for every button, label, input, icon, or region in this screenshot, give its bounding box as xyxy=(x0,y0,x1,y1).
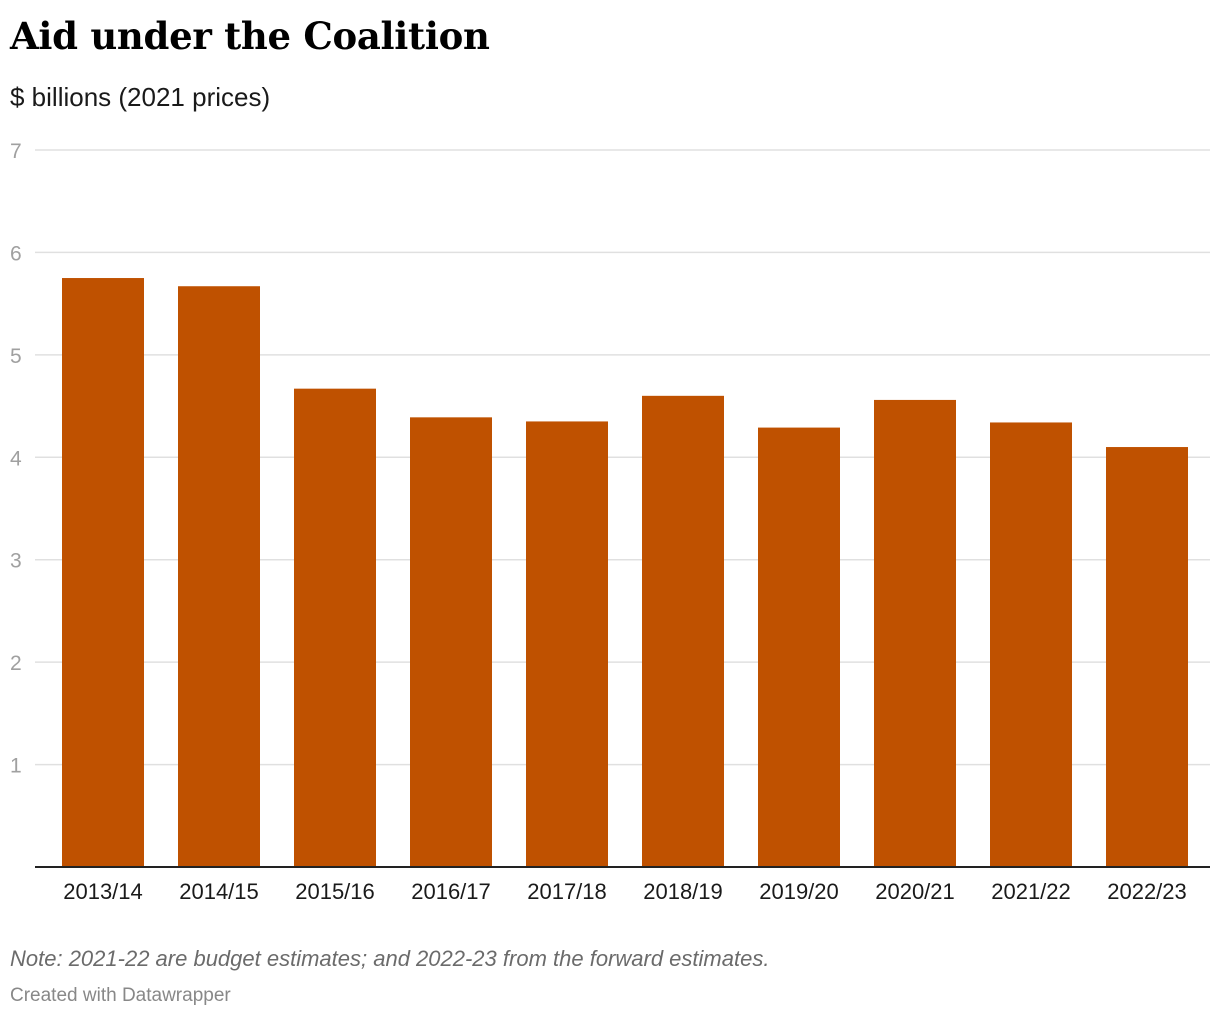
y-tick-label: 3 xyxy=(10,550,22,573)
x-tick-label: 2017/18 xyxy=(527,879,607,904)
bar xyxy=(178,286,260,867)
chart-title: Aid under the Coalition xyxy=(10,14,490,58)
bars xyxy=(62,278,1188,867)
x-axis-ticks: 2013/14 2014/15 2015/16 2016/17 2017/18 2018/… xyxy=(63,879,1187,904)
y-tick-label: 7 xyxy=(10,140,22,163)
chart-credit: Created with Datawrapper xyxy=(10,985,231,1006)
bar xyxy=(410,417,492,867)
bar xyxy=(526,421,608,867)
bar xyxy=(758,427,840,867)
x-tick-label: 2015/16 xyxy=(295,879,375,904)
x-tick-label: 2020/21 xyxy=(875,879,955,904)
bar xyxy=(1106,447,1188,867)
chart-note: Note: 2021-22 are budget estimates; and … xyxy=(10,946,770,971)
bar xyxy=(62,278,144,867)
bar xyxy=(642,395,724,867)
y-tick-label: 4 xyxy=(10,447,22,470)
x-tick-label: 2021/22 xyxy=(991,879,1071,904)
bar xyxy=(874,399,956,867)
chart-subtitle: $ billions (2021 prices) xyxy=(10,82,271,112)
y-tick-label: 1 xyxy=(10,755,22,778)
y-tick-label: 5 xyxy=(10,345,22,368)
bar xyxy=(990,422,1072,867)
x-tick-label: 2016/17 xyxy=(411,879,491,904)
y-axis-ticks: 1 2 3 4 5 6 7 xyxy=(10,140,22,778)
bar-chart: 1 2 3 4 5 6 7 2013/14 2014/15 2015/16 2016/17 2017… xyxy=(10,140,1210,904)
y-tick-label: 2 xyxy=(10,652,22,675)
x-tick-label: 2014/15 xyxy=(179,879,259,904)
x-tick-label: 2018/19 xyxy=(643,879,723,904)
x-tick-label: 2022/23 xyxy=(1107,879,1187,904)
x-tick-label: 2019/20 xyxy=(759,879,839,904)
bar xyxy=(294,388,376,867)
x-tick-label: 2013/14 xyxy=(63,879,143,904)
y-tick-label: 6 xyxy=(10,242,22,265)
